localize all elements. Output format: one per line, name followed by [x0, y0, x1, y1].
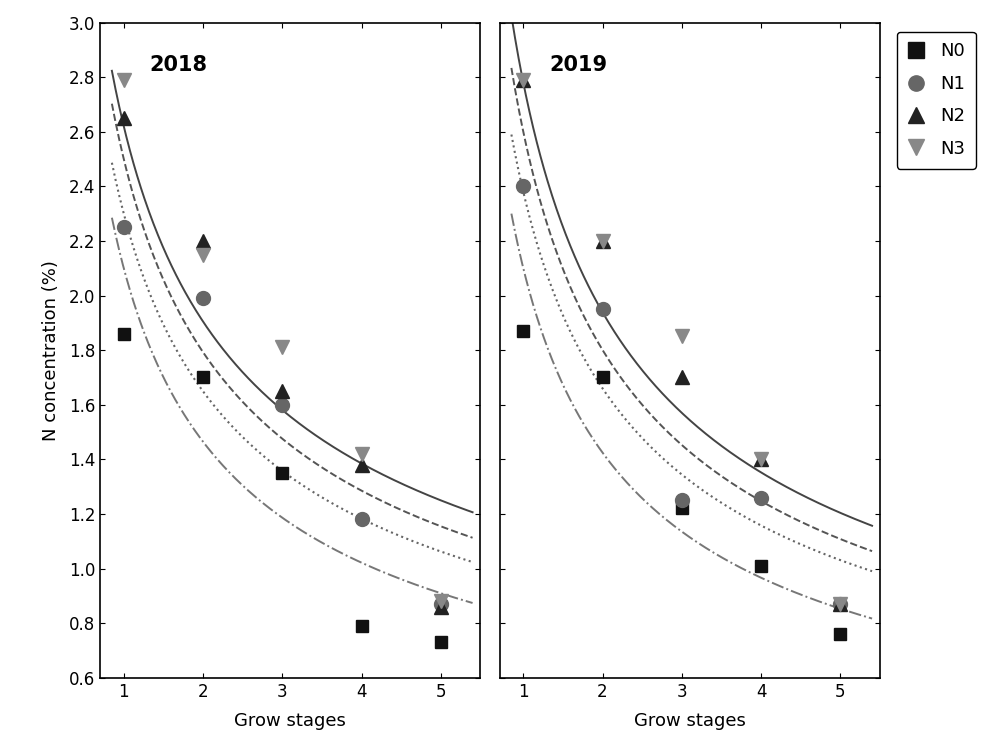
- Text: 2018: 2018: [149, 56, 207, 75]
- X-axis label: Grow stages: Grow stages: [634, 712, 746, 730]
- Text: 2019: 2019: [549, 56, 607, 75]
- Y-axis label: N concentration (%): N concentration (%): [42, 260, 60, 441]
- X-axis label: Grow stages: Grow stages: [234, 712, 346, 730]
- Legend: N0, N1, N2, N3: N0, N1, N2, N3: [897, 32, 976, 169]
